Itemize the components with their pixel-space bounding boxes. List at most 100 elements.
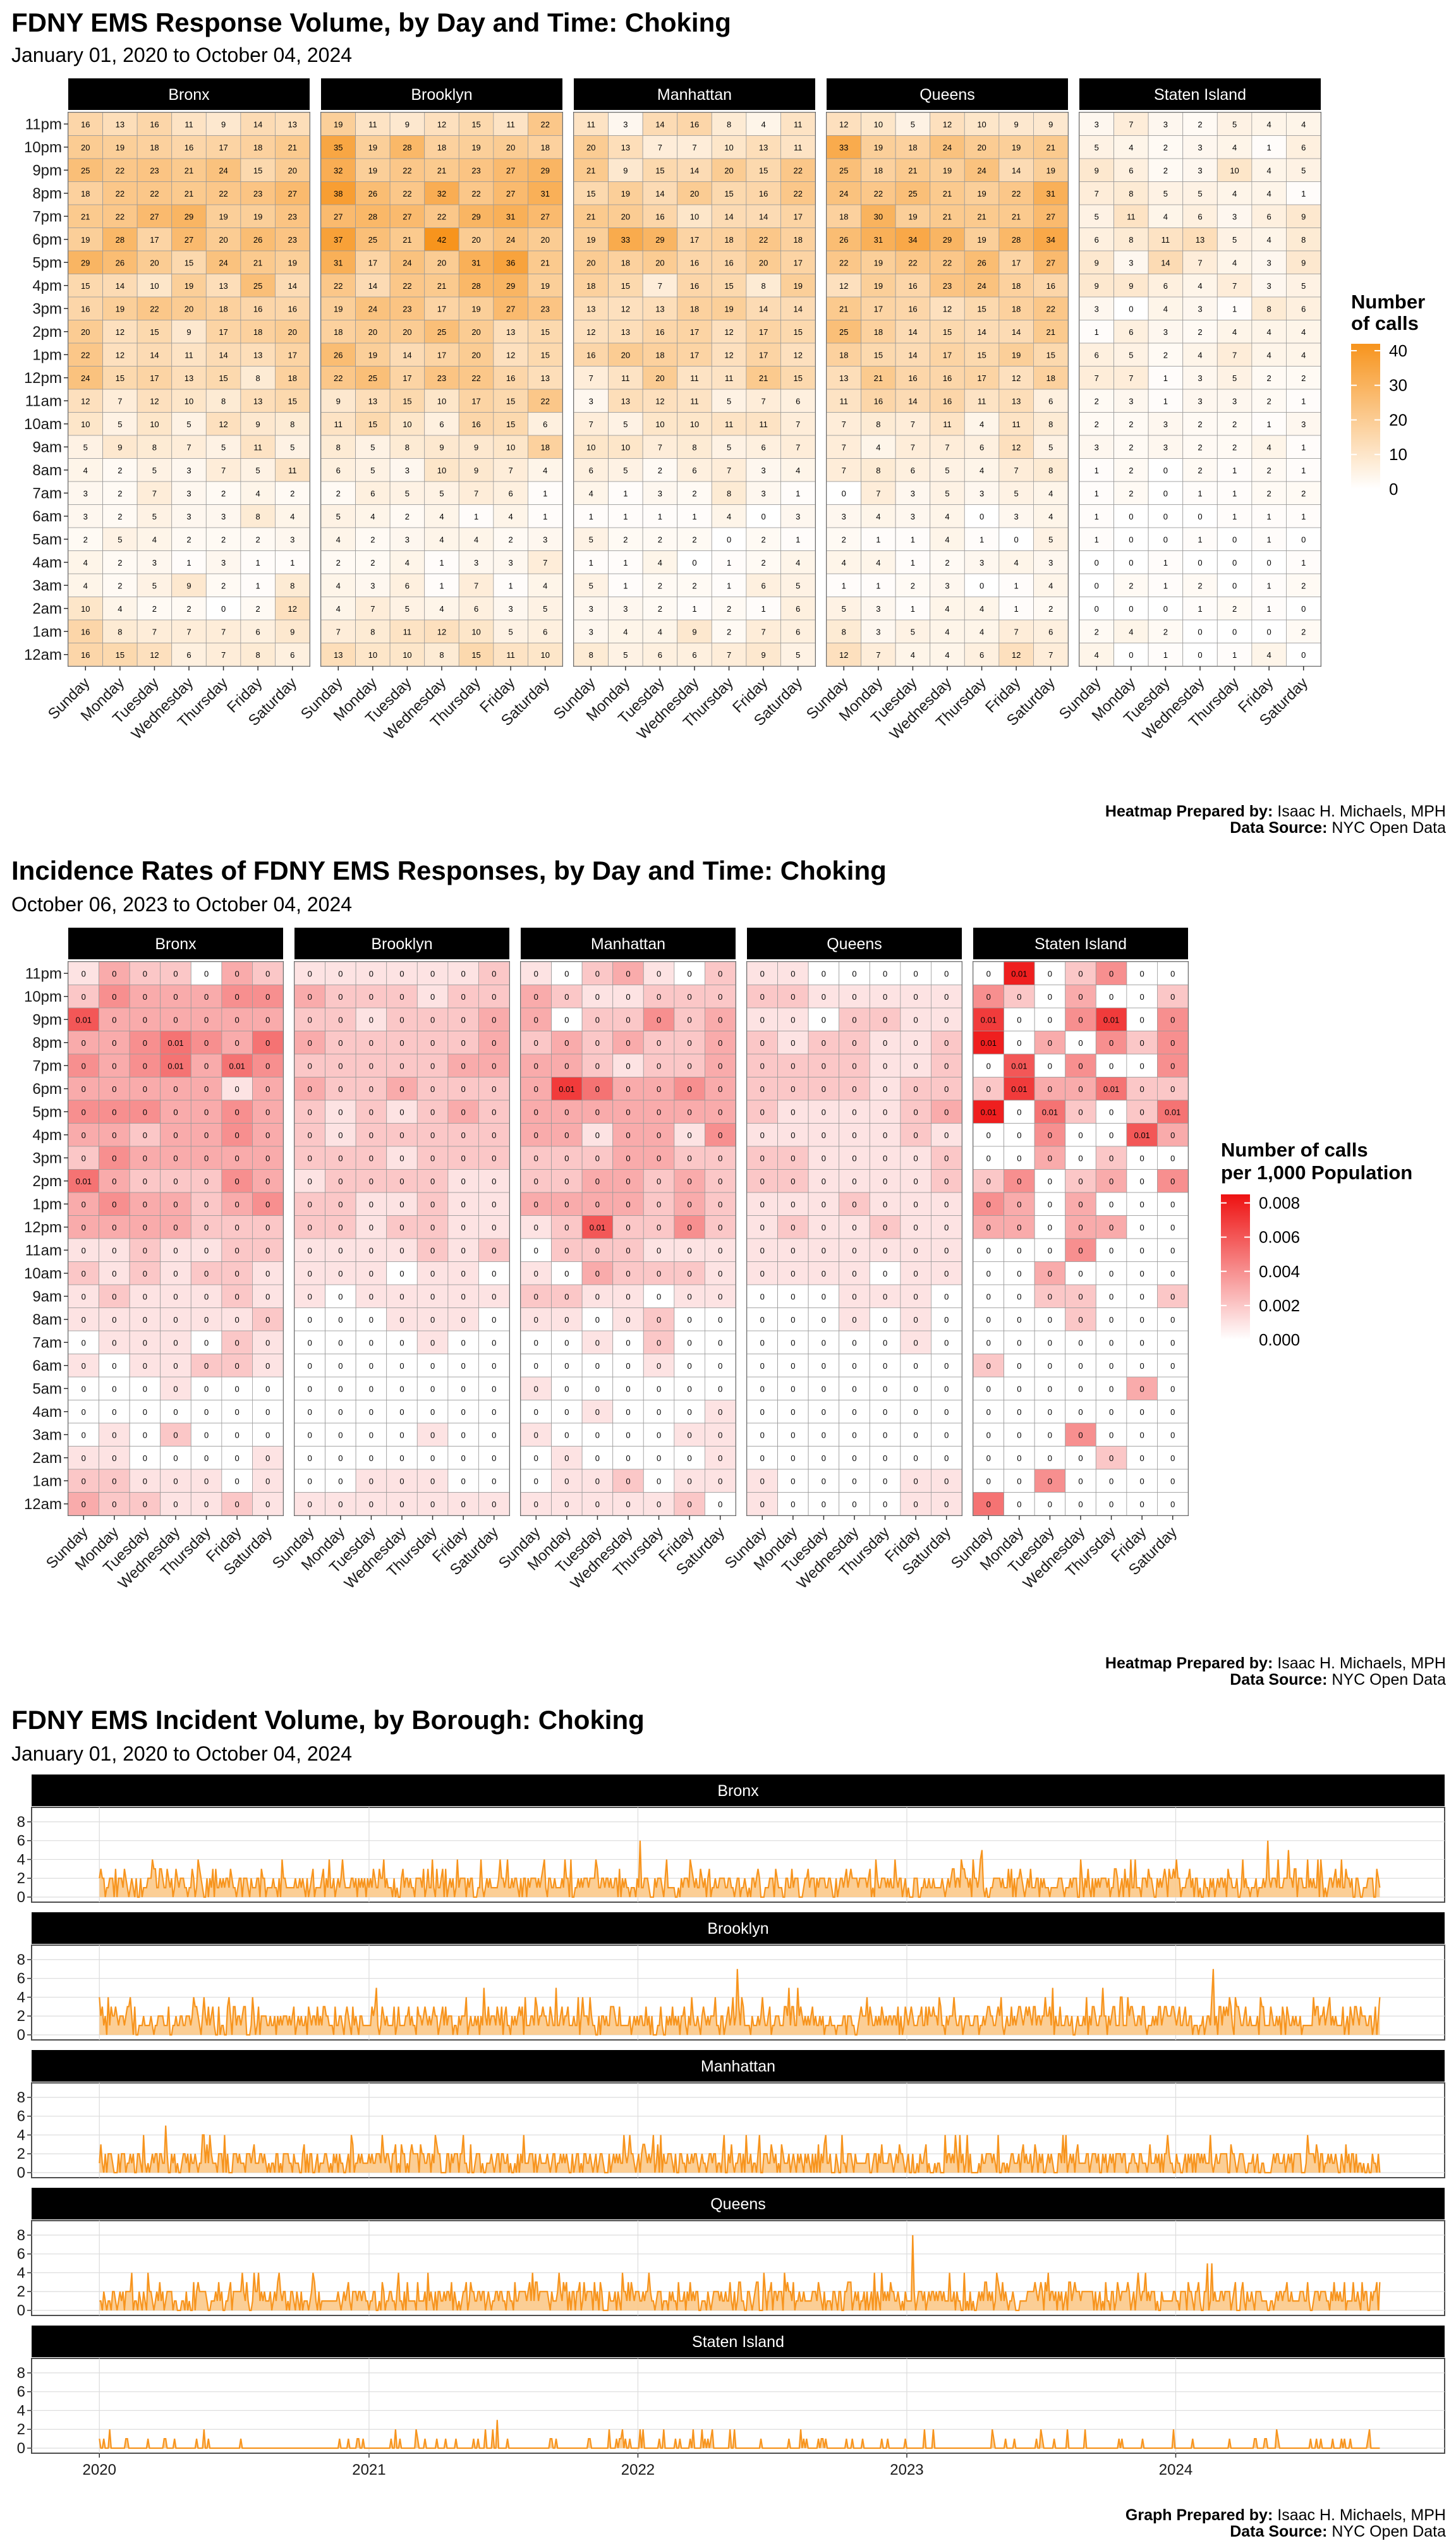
heatmap-cell-label: 2 (658, 581, 662, 590)
heatmap-cell-label: 0 (534, 1131, 538, 1140)
heatmap-cell-label: 0 (657, 1407, 661, 1417)
heatmap-cell-label: 0 (430, 1500, 435, 1509)
heatmap-cell-label: 14 (150, 350, 159, 360)
heatmap-cell-label: 19 (977, 235, 986, 245)
heatmap-cell-label: 21 (759, 373, 768, 383)
heatmap-cell-label: 17 (437, 304, 446, 313)
heatmap-cell-label: 0 (883, 1223, 887, 1232)
heatmap-cell-label: 2 (221, 535, 226, 544)
heatmap-cell-label: 29 (185, 212, 193, 221)
heatmap-cell-label: 13 (759, 143, 768, 152)
heatmap-cell-label: 0 (914, 1384, 918, 1393)
heatmap-cell-label: 0 (338, 1015, 343, 1024)
heatmap-cell-label: 18 (334, 327, 343, 337)
facet-strip (321, 78, 562, 110)
heatmap-cell-label: 33 (621, 235, 630, 245)
heatmap-cell-label: 0 (173, 1177, 178, 1186)
heatmap-cell-label: 5 (1232, 119, 1237, 129)
heatmap-cell-label: 0 (1163, 512, 1168, 521)
heatmap-cell-label: 18 (540, 442, 549, 452)
heatmap-cell-label: 6 (796, 604, 800, 614)
heatmap-cell (68, 435, 103, 459)
heatmap-cell-label: 16 (586, 350, 595, 360)
heatmap-cell-label: 0 (112, 1361, 116, 1371)
heatmap-cell-label: 0 (791, 1361, 795, 1371)
heatmap-cell-label: 0 (204, 969, 209, 978)
heatmap-cell-label: 21 (943, 189, 952, 198)
heatmap-cell-label: 2 (692, 535, 696, 544)
heatmap-cell-label: 4 (876, 512, 880, 521)
heatmap-cell-label: 0 (204, 1131, 209, 1140)
facet-strip-label: Queens (710, 2195, 766, 2213)
heatmap-cell (205, 320, 241, 344)
heatmap-cell-label: 0 (822, 1084, 826, 1094)
heatmap-cell-label: 0 (1109, 1476, 1113, 1486)
heatmap-cell-label: 0 (657, 1384, 661, 1393)
heatmap-cell-label: 20 (655, 258, 664, 267)
heatmap-cell-label: 5 (842, 604, 846, 614)
heatmap-cell-label: 0 (791, 1177, 795, 1186)
heatmap-cell-label: 0 (265, 1177, 270, 1186)
heatmap-cell-label: 0 (883, 1061, 887, 1071)
heatmap-cell (389, 135, 425, 159)
heatmap-cell-label: 1 (1267, 604, 1271, 614)
heatmap-cell-label: 1 (290, 558, 294, 567)
heatmap-cell-label: 18 (150, 143, 159, 152)
heatmap-cell-label: 1 (1014, 604, 1019, 614)
heatmap-cell-label: 14 (253, 119, 262, 129)
heatmap-cell-label: 27 (506, 304, 515, 313)
legend-tick-label: 0.006 (1259, 1228, 1300, 1247)
heatmap-cell-label: 1 (439, 558, 444, 567)
heatmap-cell-label: 0 (1232, 535, 1237, 544)
heatmap-cell-label: 0 (822, 1131, 826, 1140)
heatmap-cell-label: 0 (82, 1430, 86, 1440)
heatmap-cell-label: 0 (82, 1246, 86, 1255)
heatmap-cell-label: 5 (290, 442, 294, 452)
heatmap-cell-label: 0 (430, 1430, 435, 1440)
y-tick-label: 0 (17, 1889, 25, 1906)
heatmap-cell-label: 7 (186, 627, 191, 636)
heatmap-cell-label: 0 (534, 1199, 538, 1209)
heatmap-cell-label: 0 (430, 1476, 435, 1486)
heatmap-cell-label: 16 (81, 304, 90, 313)
facet-strip-label: Brooklyn (411, 86, 472, 104)
heatmap-cell-label: 0 (1129, 304, 1133, 313)
heatmap-cell (275, 389, 310, 413)
heatmap-cell-label: 1 (1301, 396, 1306, 406)
heatmap-cell-label: 0 (338, 1199, 343, 1209)
heatmap-cell (389, 274, 425, 298)
heatmap-cell-label: 23 (150, 166, 159, 175)
heatmap-cell-label: 0 (461, 1107, 466, 1117)
heatmap-cell-label: 0 (308, 992, 312, 1002)
y-tick-label: 9am (32, 1288, 62, 1305)
y-tick-label: 8am (32, 1311, 62, 1328)
heatmap-cell-label: 24 (839, 189, 848, 198)
heatmap-cell-label: 0 (1078, 1384, 1083, 1393)
heatmap-cell-label: 5 (1095, 212, 1099, 221)
heatmap-cell-label: 0 (143, 1500, 147, 1509)
heatmap-cell-label: 14 (908, 327, 917, 337)
heatmap-cell-label: 0 (143, 1315, 147, 1325)
heatmap-cell-label: 0 (430, 1269, 435, 1278)
heatmap-cell-label: 0 (265, 1131, 270, 1140)
heatmap-cell-label: 15 (793, 373, 802, 383)
heatmap-cell-label: 24 (977, 166, 986, 175)
heatmap-cell-label: 0 (1017, 1199, 1021, 1209)
heatmap-cell-label: 0 (791, 1500, 795, 1509)
heatmap-cell-label: 3 (589, 604, 593, 614)
heatmap-cell-label: 0 (399, 1500, 404, 1509)
heatmap-cell (275, 481, 310, 505)
heatmap-cell-label: 0 (626, 1153, 630, 1163)
heatmap-cell-label: 0 (718, 1269, 722, 1278)
heatmap-cell-label: 1 (1232, 650, 1237, 660)
heatmap-cell-label: 17 (874, 304, 883, 313)
heatmap-cell-label: 0 (1048, 1292, 1052, 1301)
heatmap-cell-label: 0 (399, 1246, 404, 1255)
heatmap-cell-label: 0 (944, 1084, 949, 1094)
heatmap-cell-label: 16 (506, 373, 515, 383)
heatmap-cell-label: 0.01 (167, 1038, 183, 1048)
heatmap-cell-label: 0 (688, 992, 692, 1002)
heatmap-cell-label: 0 (1017, 992, 1021, 1002)
heatmap-cell-label: 2 (336, 558, 341, 567)
heatmap-cell-label: 17 (368, 258, 377, 267)
